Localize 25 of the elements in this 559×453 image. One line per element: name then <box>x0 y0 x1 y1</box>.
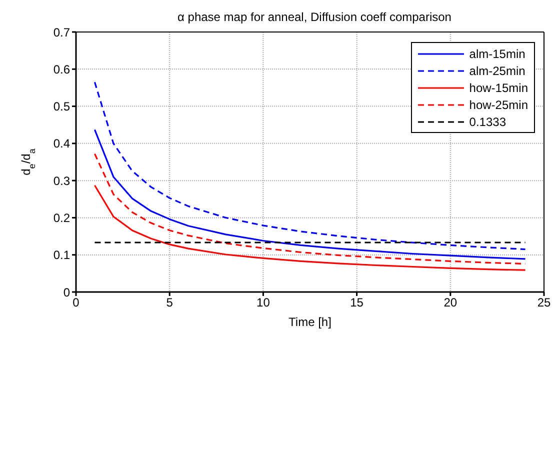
y-tick-label: 0.4 <box>53 136 70 151</box>
line-series <box>94 184 526 271</box>
x-tick-label: 5 <box>166 296 174 310</box>
x-tick-label: 15 <box>350 296 364 310</box>
y-tick-label: 0.2 <box>53 210 70 225</box>
y-tick-label: 0.6 <box>53 62 70 76</box>
legend-label: how-15min <box>469 80 528 94</box>
x-tick-label: 25 <box>537 296 551 310</box>
line-series <box>94 128 526 260</box>
legend-label: how-25min <box>469 98 528 112</box>
y-tick-label: 0.1 <box>53 248 70 262</box>
y-tick-label: 0.5 <box>53 100 70 114</box>
y-tick-label: 0.3 <box>53 174 70 188</box>
x-axis-title: Time [h] <box>288 315 332 329</box>
x-tick-label: 20 <box>444 296 458 310</box>
line-series <box>94 81 526 250</box>
legend-label: alm-15min <box>469 46 526 60</box>
y-tick-label: 0 <box>63 285 70 300</box>
legend-label: alm-25min <box>469 64 526 78</box>
legend-label: 0.1333 <box>469 114 506 128</box>
line-series <box>94 153 526 265</box>
x-tick-label: 0 <box>72 296 80 310</box>
y-tick-label: 0.7 <box>53 25 70 40</box>
x-tick-label: 10 <box>256 296 270 310</box>
chart-title: α phase map for anneal, Diffusion coeff comparison <box>176 10 452 24</box>
